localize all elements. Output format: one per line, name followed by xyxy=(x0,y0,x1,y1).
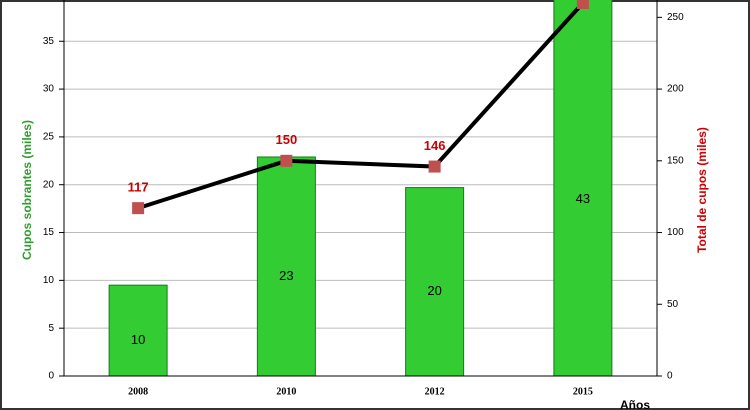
y2-tick-label: 150 xyxy=(667,155,684,166)
y-tick-label: 15 xyxy=(43,227,55,238)
x-tick-label: 2010 xyxy=(276,386,296,397)
bar-value-label: 43 xyxy=(576,191,590,206)
line-value-label: 117 xyxy=(128,180,149,195)
y-tick-label: 10 xyxy=(43,275,55,286)
x-tick-label: 2015 xyxy=(573,386,593,397)
line-marker xyxy=(428,160,441,173)
x-axis-label: Años xyxy=(620,398,650,410)
y2-tick-label: 50 xyxy=(667,299,679,310)
y-axis-label: Cupos sobrantes (miles) xyxy=(20,120,34,260)
y2-tick-label: 200 xyxy=(667,84,684,95)
bar xyxy=(405,187,465,376)
y2-tick-label: 100 xyxy=(667,227,684,238)
y-tick-label: 0 xyxy=(48,371,54,382)
line-marker xyxy=(576,0,589,9)
line xyxy=(137,1,585,211)
line-value-label: 146 xyxy=(424,138,446,153)
y-tick-label: 5 xyxy=(48,323,54,334)
y-tick-label: 30 xyxy=(43,84,55,95)
y2-tick-label: 250 xyxy=(667,12,684,23)
y-tick-label: 25 xyxy=(43,132,55,143)
y2-tick-label: 0 xyxy=(667,371,673,382)
y2-axis-label: Total de cupos (miles) xyxy=(695,127,709,253)
x-tick-label: 2012 xyxy=(425,386,445,397)
bar xyxy=(553,0,613,376)
bar-value-label: 23 xyxy=(279,268,293,283)
x-tick-label: 2008 xyxy=(128,386,148,397)
line-marker xyxy=(280,154,293,167)
y-tick-label: 35 xyxy=(43,36,55,47)
y-tick-label: 20 xyxy=(43,179,55,190)
line-value-label: 150 xyxy=(276,132,298,147)
bar-value-label: 20 xyxy=(427,283,441,298)
bar xyxy=(256,156,316,376)
bar xyxy=(108,284,168,376)
line-marker xyxy=(132,202,145,215)
bar-value-label: 10 xyxy=(131,332,145,347)
plot xyxy=(108,0,613,376)
